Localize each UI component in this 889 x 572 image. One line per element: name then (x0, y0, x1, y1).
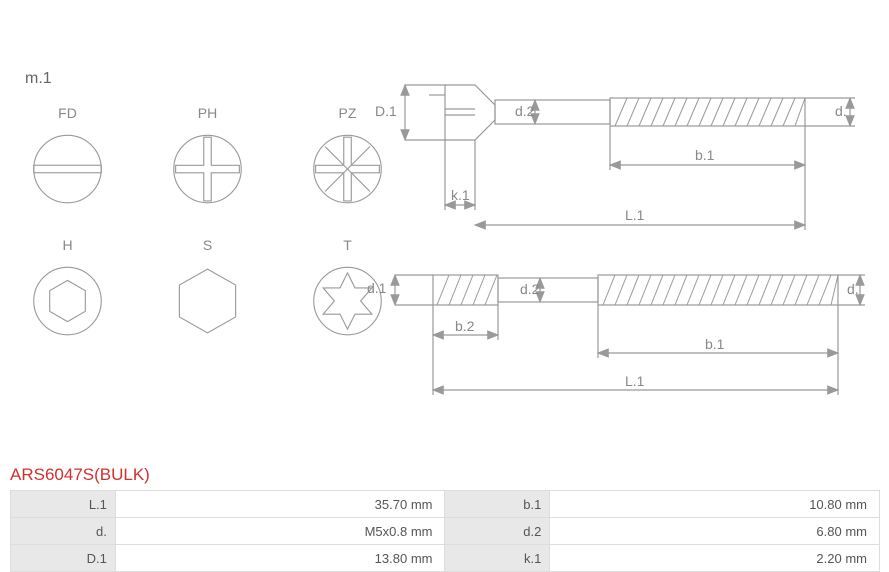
spec-key: k.1 (445, 545, 550, 572)
side-views: D.1 d.2 d. b.1 k.1 (365, 60, 875, 423)
spec-val: 13.80 mm (115, 545, 445, 572)
part-number-title: ARS6047S(BULK) (10, 465, 150, 485)
spec-key: d. (11, 518, 116, 545)
drive-h: H (30, 237, 105, 344)
drive-fd-label: FD (30, 105, 105, 121)
drive-row-2: H S T (30, 237, 340, 344)
drive-s-label: S (170, 237, 245, 253)
spec-val: 35.70 mm (115, 491, 445, 518)
dim-L1-bottom: L.1 (625, 373, 645, 389)
spec-key: d.2 (445, 518, 550, 545)
phillips-icon (170, 129, 245, 209)
table-row: L.1 35.70 mm b.1 10.80 mm (11, 491, 880, 518)
dim-d2-bottom: d.2 (520, 281, 540, 297)
spec-val: 6.80 mm (550, 518, 880, 545)
dim-D1: D.1 (375, 103, 397, 119)
hexagon-icon (170, 261, 245, 341)
dim-k1: k.1 (451, 187, 470, 203)
dim-d2-top: d.2 (515, 103, 535, 119)
dim-d-bottom: d. (847, 281, 859, 297)
countersunk-screw: D.1 d.2 d. b.1 k.1 (375, 85, 855, 230)
slot-icon (30, 129, 105, 209)
dim-b1-top: b.1 (695, 147, 715, 163)
drive-ph: PH (170, 105, 245, 212)
drive-fd: FD (30, 105, 105, 212)
dim-d1: d.1 (367, 280, 387, 296)
spec-val: M5x0.8 mm (115, 518, 445, 545)
table-row: d. M5x0.8 mm d.2 6.80 mm (11, 518, 880, 545)
dim-b2: b.2 (455, 318, 475, 334)
specs-table: L.1 35.70 mm b.1 10.80 mm d. M5x0.8 mm d… (10, 490, 880, 572)
spec-key: b.1 (445, 491, 550, 518)
hex-socket-icon (30, 261, 105, 341)
spec-val: 2.20 mm (550, 545, 880, 572)
dim-L1-top: L.1 (625, 207, 645, 223)
drive-row-1: FD PH PZ (30, 105, 340, 212)
diagram-area: m.1 FD PH PZ (0, 0, 889, 450)
m1-label: m.1 (25, 70, 52, 88)
spec-key: L.1 (11, 491, 116, 518)
dim-d-top: d. (835, 103, 847, 119)
stud-screw: d.1 d.2 d. b.2 b.1 (367, 275, 865, 395)
drive-s: S (170, 237, 245, 344)
screw-side-view-svg: D.1 d.2 d. b.1 k.1 (365, 60, 875, 420)
spec-val: 10.80 mm (550, 491, 880, 518)
drive-types-grid: FD PH PZ (30, 105, 340, 369)
drive-ph-label: PH (170, 105, 245, 121)
table-row: D.1 13.80 mm k.1 2.20 mm (11, 545, 880, 572)
drive-h-label: H (30, 237, 105, 253)
dim-b1-bottom: b.1 (705, 336, 725, 352)
spec-key: D.1 (11, 545, 116, 572)
